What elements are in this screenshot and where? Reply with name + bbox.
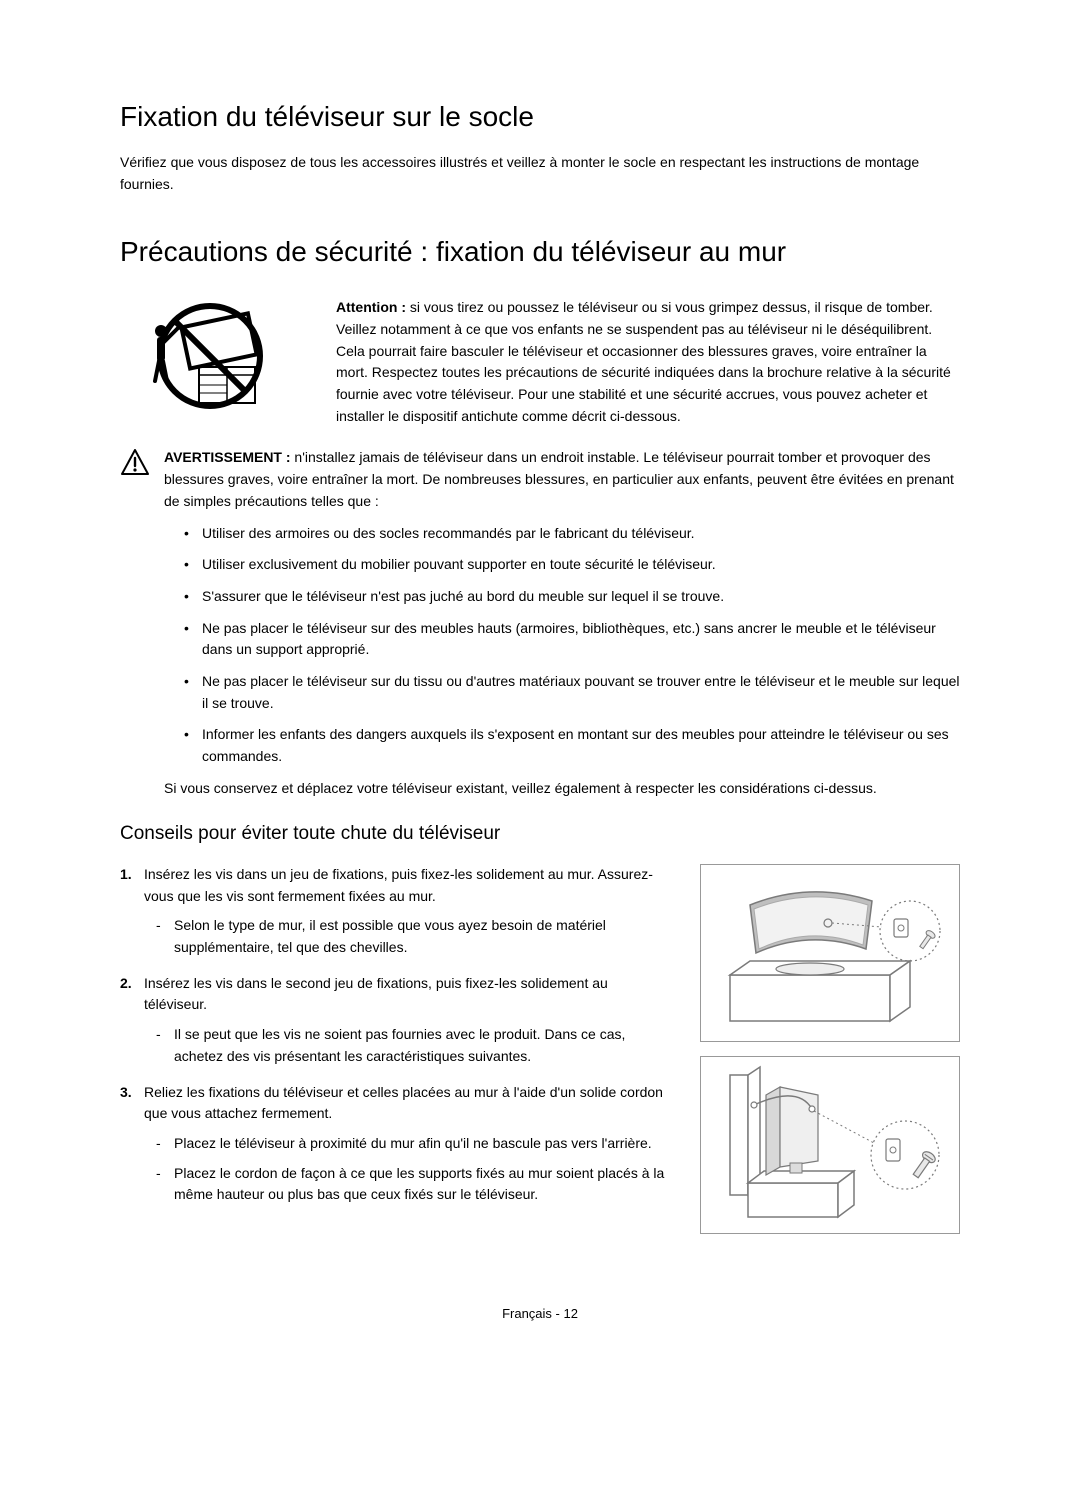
conseils-item-text: Reliez les fixations du téléviseur et ce… <box>144 1084 663 1122</box>
conseils-title: Conseils pour éviter toute chute du télé… <box>120 820 960 849</box>
attention-body: si vous tirez ou poussez le téléviseur o… <box>336 299 951 423</box>
attention-paragraph: Attention : si vous tirez ou poussez le … <box>336 297 960 427</box>
conseils-figures-column <box>700 864 960 1234</box>
figure-wall-anchor-icon <box>700 1056 960 1234</box>
warning-row: AVERTISSEMENT : n'installez jamais de té… <box>120 446 960 800</box>
conseils-row: Insérez les vis dans un jeu de fixations… <box>120 864 960 1234</box>
conseils-text-column: Insérez les vis dans un jeu de fixations… <box>120 864 670 1220</box>
conseils-item-text: Insérez les vis dans le second jeu de fi… <box>144 975 608 1013</box>
bullet-item: S'assurer que le téléviseur n'est pas ju… <box>182 586 960 608</box>
bullet-item: Utiliser exclusivement du mobilier pouva… <box>182 554 960 576</box>
warning-body: AVERTISSEMENT : n'installez jamais de té… <box>164 446 960 800</box>
warning-label: AVERTISSEMENT : <box>164 449 294 465</box>
conseils-subitem: Selon le type de mur, il est possible qu… <box>156 915 670 958</box>
conseils-list: Insérez les vis dans un jeu de fixations… <box>120 864 670 1206</box>
bullet-item: Informer les enfants des dangers auxquel… <box>182 724 960 767</box>
conseils-subitem: Placez le cordon de façon à ce que les s… <box>156 1163 670 1206</box>
warning-paragraph: AVERTISSEMENT : n'installez jamais de té… <box>164 446 960 513</box>
bullet-item: Ne pas placer le téléviseur sur du tissu… <box>182 671 960 714</box>
bullet-item: Ne pas placer le téléviseur sur des meub… <box>182 618 960 661</box>
conseils-item-1: Insérez les vis dans un jeu de fixations… <box>120 864 670 959</box>
after-bullets-text: Si vous conservez et déplacez votre télé… <box>164 778 960 800</box>
section1-title: Fixation du téléviseur sur le socle <box>120 96 960 138</box>
conseils-sublist: Il se peut que les vis ne soient pas fou… <box>156 1024 670 1067</box>
warning-bullets: Utiliser des armoires ou des socles reco… <box>182 523 960 768</box>
conseils-subitem: Il se peut que les vis ne soient pas fou… <box>156 1024 670 1067</box>
page-footer: Français - 12 <box>120 1304 960 1324</box>
bullet-item: Utiliser des armoires ou des socles reco… <box>182 523 960 545</box>
conseils-sublist: Placez le téléviseur à proximité du mur … <box>156 1133 670 1206</box>
conseils-sublist: Selon le type de mur, il est possible qu… <box>156 915 670 958</box>
figure-tv-bracket-icon <box>700 864 960 1042</box>
attention-label: Attention : <box>336 299 410 315</box>
warning-triangle-icon <box>120 446 150 482</box>
conseils-item-text: Insérez les vis dans un jeu de fixations… <box>144 866 653 904</box>
tv-tip-prohibit-icon <box>120 297 300 411</box>
conseils-subitem: Placez le téléviseur à proximité du mur … <box>156 1133 670 1155</box>
conseils-item-2: Insérez les vis dans le second jeu de fi… <box>120 973 670 1068</box>
attention-row: Attention : si vous tirez ou poussez le … <box>120 297 960 427</box>
conseils-item-3: Reliez les fixations du téléviseur et ce… <box>120 1082 670 1206</box>
section2-title: Précautions de sécurité : fixation du té… <box>120 231 960 273</box>
section2: Précautions de sécurité : fixation du té… <box>120 231 960 1234</box>
section1-intro: Vérifiez que vous disposez de tous les a… <box>120 152 960 195</box>
